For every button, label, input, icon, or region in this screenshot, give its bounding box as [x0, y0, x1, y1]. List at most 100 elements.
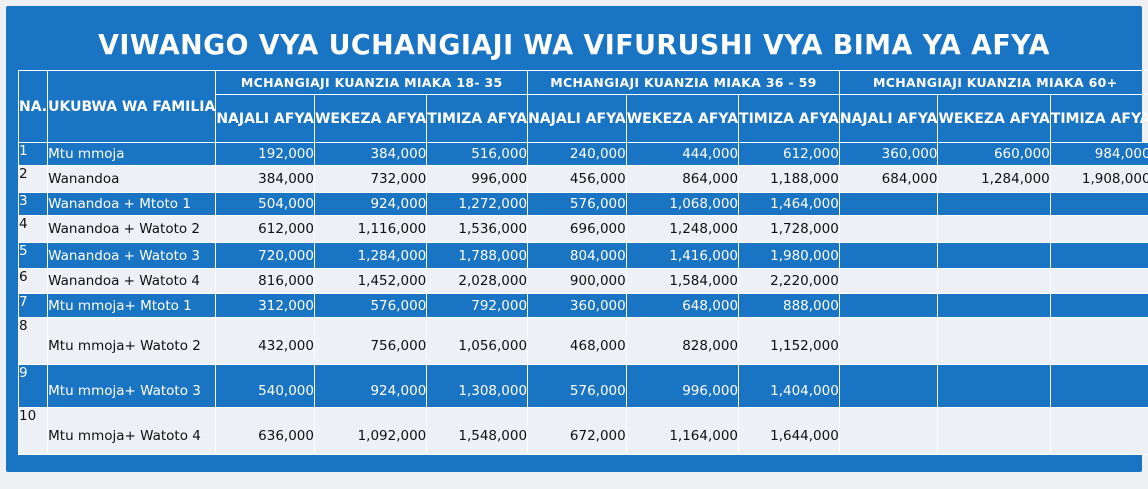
table-row: 9 Mtu mmoja+ Watoto 3 540,000 924,000 1,…: [17, 364, 1148, 408]
rate-cell: 900,000: [527, 268, 627, 294]
table-row: 1 Mtu mmoja 192,000 384,000 516,000 240,…: [17, 142, 1148, 166]
rate-cell: [937, 293, 1051, 318]
rate-cell: 648,000: [625, 293, 740, 318]
rate-cell: [937, 215, 1051, 243]
rate-cell: 2,028,000: [426, 268, 529, 294]
rate-cell: 1,284,000: [313, 242, 428, 269]
rate-cell: 1,152,000: [738, 317, 840, 365]
rate-cell: 924,000: [313, 192, 428, 216]
rate-cell: 360,000: [838, 142, 939, 166]
rate-cell: 444,000: [625, 142, 740, 166]
row-number: 10: [17, 407, 49, 455]
family-size-cell: Mtu mmoja+ Watoto 2: [47, 317, 217, 365]
rate-cell: 996,000: [426, 165, 529, 193]
rate-cell: 1,116,000: [313, 215, 428, 243]
rate-cell: 240,000: [527, 142, 627, 166]
rate-cell: 792,000: [426, 293, 529, 318]
rate-cell: [838, 364, 939, 408]
rate-cell: 1,416,000: [625, 242, 740, 269]
rate-cell: [838, 268, 939, 294]
package-header: NAJALI AFYA: [527, 94, 627, 143]
family-size-cell: Wanandoa + Watoto 3: [47, 242, 217, 269]
rate-cell: 816,000: [215, 268, 315, 294]
rate-cell: 468,000: [527, 317, 627, 365]
rate-cell: 864,000: [625, 165, 740, 193]
rate-cell: [838, 192, 939, 216]
rate-cell: 576,000: [527, 364, 627, 408]
table-row: 10 Mtu mmoja+ Watoto 4 636,000 1,092,000…: [17, 407, 1148, 455]
rate-cell: 888,000: [738, 293, 840, 318]
rate-cell: 720,000: [215, 242, 315, 269]
family-size-cell: Wanandoa + Watoto 4: [47, 268, 217, 294]
rate-cell: [937, 407, 1051, 455]
rate-cell: 660,000: [937, 142, 1051, 166]
rate-cell: 1,728,000: [738, 215, 840, 243]
rate-cell: [937, 268, 1051, 294]
package-header: TIMIZA AFYA: [426, 94, 529, 143]
family-size-cell: Mtu mmoja+ Mtoto 1: [47, 293, 217, 318]
rate-cell: 1,308,000: [426, 364, 529, 408]
rate-cell: 576,000: [527, 192, 627, 216]
family-size-cell: Mtu mmoja: [47, 142, 217, 166]
rate-cell: [1049, 215, 1148, 243]
rate-cell: [838, 242, 939, 269]
rate-cell: 1,164,000: [625, 407, 740, 455]
package-header: NAJALI AFYA: [215, 94, 315, 143]
rate-cell: [1049, 293, 1148, 318]
header-row-age-groups: NA. UKUBWA WA FAMILIA MCHANGIAJI KUANZIA…: [17, 70, 1148, 143]
rate-cell: 432,000: [215, 317, 315, 365]
rates-panel: VIWANGO VYA UCHANGIAJI WA VIFURUSHI VYA …: [6, 6, 1148, 472]
rate-cell: 1,056,000: [426, 317, 529, 365]
package-header: WEKEZA AFYA: [313, 94, 428, 143]
rate-cell: 192,000: [215, 142, 315, 166]
rate-cell: 1,536,000: [426, 215, 529, 243]
rate-cell: [937, 242, 1051, 269]
rate-cell: 804,000: [527, 242, 627, 269]
rate-cell: [1049, 242, 1148, 269]
rate-cell: 456,000: [527, 165, 627, 193]
rate-cell: 2,220,000: [738, 268, 840, 294]
rate-cell: [1049, 192, 1148, 216]
rate-cell: 1,788,000: [426, 242, 529, 269]
rate-cell: 1,584,000: [625, 268, 740, 294]
family-size-cell: Wanandoa: [47, 165, 217, 193]
rate-cell: [1049, 407, 1148, 455]
rate-cell: 516,000: [426, 142, 529, 166]
rate-cell: 1,272,000: [426, 192, 529, 216]
package-header: NAJALI AFYA: [838, 94, 939, 143]
table-row: 4 Wanandoa + Watoto 2 612,000 1,116,000 …: [17, 215, 1148, 243]
rate-cell: 828,000: [625, 317, 740, 365]
header-row-packages: NAJALI AFYA WEKEZA AFYA TIMIZA AFYA NAJA…: [19, 94, 1148, 143]
rate-cell: 576,000: [313, 293, 428, 318]
table-row: 2 Wanandoa 384,000 732,000 996,000 456,0…: [17, 165, 1148, 193]
package-header: WEKEZA AFYA: [625, 94, 740, 143]
rate-cell: 540,000: [215, 364, 315, 408]
rate-cell: 1,248,000: [625, 215, 740, 243]
rate-cell: [1049, 364, 1148, 408]
table-row: 3 Wanandoa + Mtoto 1 504,000 924,000 1,2…: [17, 192, 1148, 216]
rate-cell: [1049, 317, 1148, 365]
page-title: VIWANGO VYA UCHANGIAJI WA VIFURUSHI VYA …: [98, 28, 1050, 61]
rate-cell: 1,188,000: [738, 165, 840, 193]
family-size-cell: Mtu mmoja+ Watoto 4: [47, 407, 217, 455]
rate-cell: 384,000: [313, 142, 428, 166]
rate-cell: 1,908,000: [1049, 165, 1148, 193]
rate-cell: 672,000: [527, 407, 627, 455]
rate-cell: 1,980,000: [738, 242, 840, 269]
row-number: 8: [17, 317, 49, 365]
row-number: 2: [17, 165, 49, 193]
age-group-header: MCHANGIAJI KUANZIA MIAKA 60+: [838, 70, 1148, 95]
rate-cell: 684,000: [838, 165, 939, 193]
rate-cell: 1,644,000: [738, 407, 840, 455]
rate-cell: [838, 407, 939, 455]
rate-cell: [937, 364, 1051, 408]
rate-cell: 1,452,000: [313, 268, 428, 294]
rate-cell: 984,000: [1049, 142, 1148, 166]
rate-cell: [1049, 268, 1148, 294]
family-size-cell: Wanandoa + Mtoto 1: [47, 192, 217, 216]
rate-cell: [937, 192, 1051, 216]
rate-cell: [838, 293, 939, 318]
rate-cell: 924,000: [313, 364, 428, 408]
package-header: WEKEZA AFYA: [937, 94, 1051, 143]
rate-cell: 612,000: [738, 142, 840, 166]
